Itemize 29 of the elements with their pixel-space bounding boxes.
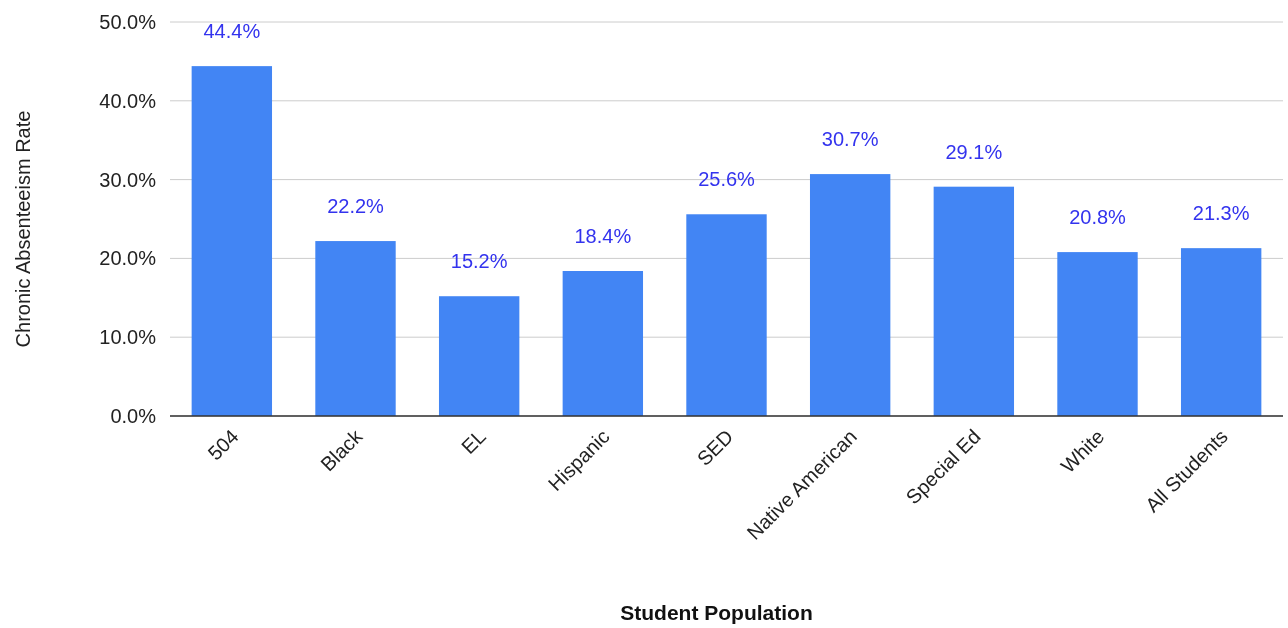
x-tick-label: 504 [203,425,243,465]
y-tick-label: 30.0% [99,168,157,191]
bar [686,214,767,416]
data-label: 15.2% [450,250,508,273]
x-tick-label: SED [692,425,738,470]
data-label: 20.8% [1069,206,1127,229]
data-label: 30.7% [821,128,879,151]
x-axis-title: Student Population [620,601,813,624]
bar [1057,252,1138,416]
data-label: 29.1% [945,140,1003,163]
y-tick-label: 40.0% [99,89,157,112]
y-tick-label: 0.0% [110,405,157,427]
bar [315,241,396,416]
bar [809,174,891,416]
y-tick-label: 20.0% [99,247,157,270]
bar [562,271,644,416]
bar [191,66,273,416]
data-label: 18.4% [574,225,632,248]
y-tick-label: 50.0% [99,11,157,33]
bar [1180,248,1262,416]
y-tick-label: 10.0% [99,326,157,349]
x-tick-label: EL [457,425,490,459]
bar [438,296,520,416]
y-axis-title: Chronic Absenteeism Rate [12,110,34,348]
bar [933,186,1015,416]
data-label: 21.3% [1192,202,1250,225]
data-label: 44.4% [203,20,261,43]
data-label: 22.2% [327,195,385,218]
data-label: 25.6% [698,168,756,191]
